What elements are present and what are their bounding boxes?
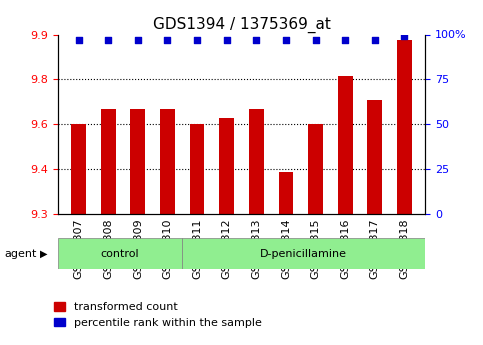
Point (312, 37, 319, 43)
Bar (101, 109, 116, 214)
Text: ▶: ▶ (40, 249, 47, 258)
Point (134, 37, 142, 43)
Title: GDS1394 / 1375369_at: GDS1394 / 1375369_at (153, 17, 330, 33)
Point (371, 37, 379, 43)
Point (193, 37, 201, 43)
Bar (182, 238, 425, 269)
Point (223, 37, 230, 43)
Point (341, 37, 349, 43)
Bar (279, 172, 293, 214)
Bar (160, 109, 175, 214)
Text: control: control (101, 249, 140, 258)
Point (400, 33, 408, 39)
Bar (190, 124, 204, 214)
Bar (58, 238, 182, 269)
Bar (219, 118, 234, 214)
Bar (130, 109, 145, 214)
Bar (308, 124, 323, 214)
Text: D-penicillamine: D-penicillamine (260, 249, 347, 258)
Point (253, 37, 260, 43)
Bar (397, 40, 412, 214)
Point (104, 37, 112, 43)
Bar (71, 124, 86, 214)
Bar (249, 109, 264, 214)
Bar (338, 76, 353, 214)
Point (282, 37, 290, 43)
Point (164, 37, 171, 43)
Point (75, 37, 83, 43)
Bar (367, 100, 382, 214)
Legend: transformed count, percentile rank within the sample: transformed count, percentile rank withi… (54, 302, 262, 328)
Text: agent: agent (5, 249, 37, 258)
